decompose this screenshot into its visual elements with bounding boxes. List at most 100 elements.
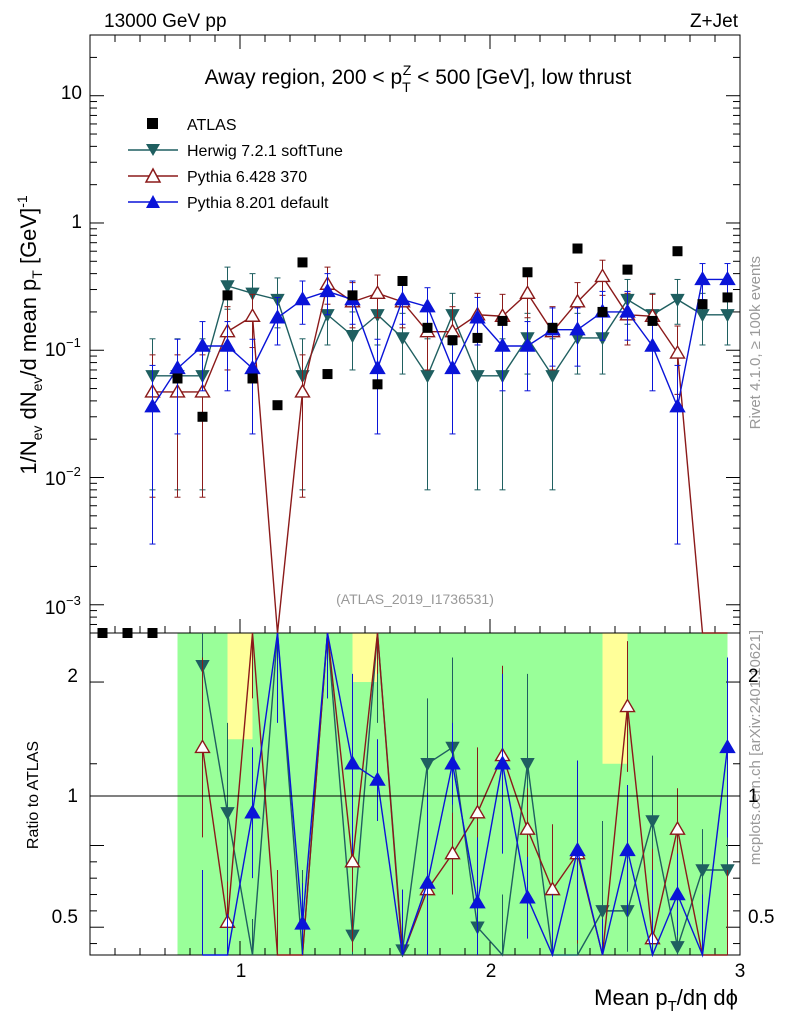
svg-text:−1: −1 — [66, 335, 81, 350]
ratio-point — [444, 845, 461, 860]
header-right-title: Z+Jet — [690, 11, 739, 32]
ratio-point — [469, 804, 486, 819]
svg-text:10: 10 — [45, 340, 66, 361]
data-point — [472, 332, 483, 343]
y-tick-label-1e-2: 10 −2 — [45, 464, 81, 490]
ratio-tick-label-2-right: 2 — [748, 666, 759, 687]
ratio-point — [669, 886, 686, 901]
data-point — [122, 628, 133, 638]
y-tick-label-10: 10 — [61, 83, 82, 104]
x-tick-label-1: 1 — [236, 961, 247, 982]
legend-label-herwig: Herwig 7.2.1 softTune — [187, 143, 343, 160]
data-point — [297, 257, 308, 268]
data-point — [447, 335, 458, 346]
data-point — [244, 307, 261, 322]
data-point — [519, 337, 536, 352]
data-point — [522, 267, 533, 278]
plot-title: Away region, 200 < pTZ < 500 [GeV], low … — [205, 62, 632, 95]
series-herwig — [145, 266, 735, 491]
ratio-tick-label-2: 2 — [67, 666, 78, 687]
ratio-point — [695, 864, 710, 878]
band-green — [702, 633, 728, 955]
ratio-tick-label-1: 1 — [67, 786, 78, 807]
y-axis-label: 1/Nev dNev/d mean pT [GeV]-1 — [14, 195, 45, 475]
ratio-line — [201, 632, 728, 957]
ratio-point — [419, 874, 436, 889]
data-point — [97, 628, 108, 638]
band-green — [602, 763, 628, 955]
ratio-point — [420, 758, 435, 772]
series-pythia8 — [144, 263, 736, 545]
legend-label-atlas: ATLAS — [187, 117, 237, 134]
legend: ATLAS Herwig 7.2.1 softTune Pythia 6.428… — [128, 117, 343, 212]
main-axis-ticks — [90, 34, 740, 634]
data-point — [172, 373, 183, 384]
data-point — [697, 299, 708, 310]
ratio-point — [294, 915, 311, 930]
legend-label-pythia8: Pythia 8.201 default — [187, 195, 329, 212]
ratio-point — [569, 842, 586, 857]
ratio-point — [520, 758, 535, 772]
data-point — [272, 400, 283, 411]
ratio-line — [202, 632, 729, 958]
data-point — [369, 360, 386, 375]
data-point — [220, 280, 235, 294]
ratio-point — [619, 698, 636, 713]
ratio-point — [519, 889, 536, 904]
ratio-point — [519, 820, 536, 835]
data-point — [247, 373, 258, 384]
data-point — [720, 309, 735, 323]
data-point — [597, 306, 608, 317]
data-point — [319, 283, 336, 298]
ratio-tick-label-1-right: 1 — [748, 786, 759, 807]
ratio-point — [444, 755, 461, 770]
ratio-point — [369, 771, 386, 786]
data-point — [647, 315, 658, 326]
x-axis-ticks — [114, 35, 741, 955]
legend-marker-herwig — [146, 144, 160, 156]
svg-text:10: 10 — [45, 469, 66, 490]
data-point — [397, 276, 408, 287]
data-point — [294, 291, 311, 306]
data-point — [670, 293, 685, 308]
data-point — [722, 292, 733, 303]
legend-marker-atlas — [147, 118, 158, 129]
data-point — [547, 322, 558, 333]
series-line — [151, 278, 728, 410]
ratio-axis-label: Ratio to ATLAS — [25, 741, 42, 849]
y-tick-label-1: 1 — [71, 212, 82, 233]
band-green — [352, 682, 378, 955]
data-point — [197, 411, 208, 422]
ratio-point — [719, 739, 736, 754]
ratio-point — [220, 807, 235, 821]
data-point — [569, 293, 586, 308]
x-tick-label-2: 2 — [486, 961, 497, 982]
data-point — [419, 298, 436, 313]
data-point — [345, 330, 360, 344]
data-point — [222, 290, 233, 301]
ratio-point — [244, 804, 261, 819]
ratio-point — [619, 842, 636, 857]
data-point — [619, 303, 636, 318]
data-point — [347, 290, 358, 301]
ratio-series-pythia8 — [202, 632, 736, 958]
data-point — [672, 246, 683, 257]
svg-text:−2: −2 — [66, 464, 81, 479]
legend-marker-pythia6 — [144, 167, 162, 183]
data-point — [144, 398, 161, 413]
legend-marker-pythia8 — [146, 195, 160, 208]
ratio-tick-label-0.5-right: 0.5 — [748, 907, 774, 928]
ratio-point — [469, 894, 486, 909]
data-point — [622, 264, 633, 275]
y-tick-label-1e-1: 10 −1 — [45, 335, 81, 361]
data-point — [269, 309, 286, 324]
ratio-tick-label-0.5: 0.5 — [52, 907, 78, 928]
ratio-point — [595, 905, 610, 919]
series-atlas — [97, 243, 733, 638]
data-point — [669, 344, 686, 359]
band-green — [552, 633, 578, 955]
data-point — [194, 337, 211, 352]
data-point — [644, 337, 661, 352]
data-point — [669, 398, 686, 413]
